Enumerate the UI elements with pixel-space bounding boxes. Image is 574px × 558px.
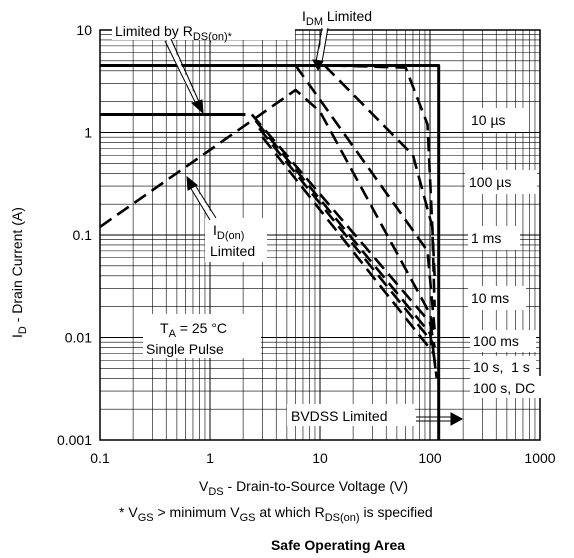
curve-label-100us: 100 µs: [469, 174, 511, 190]
annotation-id-on: ID(on): [213, 222, 244, 242]
annotation-idm: IDM Limited: [302, 8, 372, 28]
series-100-ms: [254, 119, 436, 361]
series-idm-limited: [100, 64, 441, 440]
y-ticks: 0.001 0.01 0.1 1 10: [57, 22, 92, 448]
y-tick-label: 0.001: [57, 432, 92, 448]
chart-title: Safe Operating Area: [271, 537, 405, 553]
series-100-s-dc: [261, 136, 438, 379]
x-ticks: 0.1 1 10 100 1000: [90, 450, 556, 466]
annotation-temperature: TA = 25 °C: [160, 320, 227, 340]
x-tick-label: 1000: [524, 450, 555, 466]
annotation-bvdss: BVDSS Limited: [291, 408, 387, 424]
plot-frame: [99, 29, 541, 441]
footnote: * VGS > minimum VGS at which RDS(on) is …: [119, 504, 433, 524]
series-100-s: [323, 64, 436, 307]
annotation-id-on-limited: Limited: [210, 243, 255, 259]
series-group: [99, 64, 441, 440]
plot-grid: [99, 30, 540, 441]
curve-label-10s-1s: 10 s, 1 s: [473, 359, 530, 375]
x-tick-label: 100: [418, 450, 442, 466]
curve-label-100ms: 100 ms: [473, 333, 519, 349]
curve-label-100s-dc: 100 s, DC: [473, 380, 535, 396]
annotation-arrows: [164, 27, 464, 426]
x-tick-label: 0.1: [90, 450, 110, 466]
series-1-ms: [294, 64, 436, 330]
y-axis-title: ID - Drain Current (A): [9, 207, 29, 338]
curve-label-1ms: 1 ms: [471, 230, 501, 246]
y-tick-label: 10: [76, 22, 92, 38]
x-tick-label: 1: [206, 450, 214, 466]
x-axis-title: VDS - Drain-to-Source Voltage (V): [199, 478, 408, 498]
series-id-on-limited: [99, 88, 436, 338]
annotation-rds-on: Limited by RDS(on)*: [115, 23, 233, 43]
curve-label-10ms: 10 ms: [471, 290, 509, 306]
x-tick-label: 10: [312, 450, 328, 466]
y-tick-label: 1: [84, 125, 92, 141]
series-10-ms: [250, 113, 436, 348]
y-tick-label: 0.1: [73, 227, 93, 243]
series-10-s-1-s: [258, 127, 437, 369]
curve-label-10us: 10 µs: [471, 112, 506, 128]
annotation-single-pulse: Single Pulse: [146, 341, 224, 357]
y-tick-label: 0.01: [65, 330, 92, 346]
